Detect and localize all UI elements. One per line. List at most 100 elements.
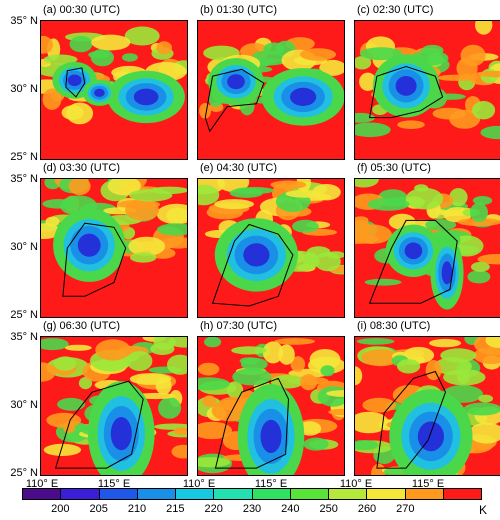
cloud-band	[129, 189, 173, 202]
cloud-band	[42, 199, 75, 209]
cloud-band	[480, 125, 500, 140]
cloud-band	[473, 347, 500, 364]
panel-title: (g) 06:30 (UTC)	[43, 320, 121, 332]
map-panel-7	[40, 336, 188, 476]
brightness-temperature-field	[41, 337, 187, 475]
cloud-band	[440, 348, 477, 363]
cloud-band	[355, 122, 391, 138]
colorbar-segment	[252, 488, 291, 500]
map-panel-8	[197, 336, 345, 476]
cloud-band	[355, 366, 363, 386]
convective-system-outline	[211, 223, 294, 307]
latitude-label: 30° N	[10, 83, 38, 95]
map-panel-6	[354, 178, 500, 318]
latitude-label: 30° N	[10, 241, 38, 253]
cloud-band	[485, 337, 500, 348]
cloud-band	[355, 224, 392, 244]
convective-system-outline	[369, 65, 444, 119]
cloud-band	[285, 189, 323, 198]
cloud-band	[290, 356, 306, 372]
cloud-band	[307, 356, 344, 374]
colorbar-unit: K	[479, 503, 488, 517]
colorbar-tick-label: 215	[166, 503, 185, 515]
cold-cloud-core	[417, 421, 444, 452]
cloud-band	[66, 102, 94, 125]
cloud-band	[355, 411, 389, 434]
cloud-band	[449, 188, 468, 207]
cloud-band	[359, 72, 377, 91]
cloud-band	[43, 443, 82, 456]
cloud-band	[303, 437, 329, 451]
cloud-band	[202, 395, 217, 407]
cloud-band	[204, 337, 222, 348]
map-panel-2	[197, 20, 345, 160]
panel-title: (a) 00:30 (UTC)	[43, 4, 121, 16]
cloud-band	[312, 184, 341, 201]
convective-system-outline	[214, 377, 290, 469]
cold-cloud-core	[77, 233, 101, 257]
cold-cloud-core	[67, 74, 82, 87]
colorbar	[22, 488, 482, 500]
cloud-band	[472, 196, 493, 205]
longitude-label: 110° E	[25, 478, 59, 490]
cloud-band	[91, 34, 131, 51]
cloud-band	[57, 397, 86, 411]
cloud-band	[155, 377, 172, 395]
cloud-band	[471, 261, 490, 272]
map-panel-9	[354, 336, 500, 476]
cloud-band	[319, 59, 344, 76]
colorbar-segment	[367, 488, 406, 500]
cloud-band	[263, 42, 285, 56]
convective-system-outline	[204, 68, 265, 133]
cold-cloud-core	[441, 261, 453, 285]
cloud-band	[122, 53, 138, 62]
cloud-band	[300, 48, 336, 61]
cloud-band	[167, 354, 187, 375]
cold-cloud-core	[404, 242, 423, 260]
cold-cloud-core	[110, 417, 132, 451]
cloud-band	[475, 21, 493, 35]
cloud-band	[158, 397, 182, 419]
cloud-band	[472, 101, 496, 120]
map-panel-5	[197, 178, 345, 318]
cloud-band	[457, 370, 470, 385]
cloud-band	[314, 252, 341, 272]
panel-title: (d) 03:30 (UTC)	[43, 162, 121, 174]
panel-title: (f) 05:30 (UTC)	[357, 162, 431, 174]
brightness-temperature-field	[198, 337, 344, 475]
cloud-band	[198, 377, 230, 391]
convective-system-outline	[376, 370, 447, 469]
longitude-label: 110° E	[339, 478, 373, 490]
cloud-band	[125, 199, 160, 221]
colorbar-segment	[22, 488, 62, 500]
cold-cloud-core	[243, 243, 270, 267]
cloud-band	[198, 184, 220, 206]
cloud-band	[240, 357, 268, 371]
cloud-band	[397, 359, 421, 374]
panel-title: (h) 07:30 (UTC)	[200, 320, 278, 332]
convective-system-outline	[54, 380, 144, 469]
map-panel-3	[354, 20, 500, 160]
cloud-band	[429, 338, 462, 348]
cloud-band	[69, 36, 93, 53]
cloud-band	[356, 338, 395, 345]
colorbar-segment	[443, 488, 482, 500]
cloud-band	[326, 390, 344, 397]
cloud-band	[270, 180, 307, 190]
cloud-band	[68, 179, 91, 196]
colorbar-segment	[405, 488, 444, 500]
cloud-band	[156, 203, 187, 225]
cloud-band	[292, 219, 319, 233]
cold-cloud-core	[395, 76, 417, 96]
cloud-band	[468, 422, 500, 444]
cloud-band	[425, 360, 442, 381]
latitude-label: 25° N	[10, 467, 38, 479]
colorbar-segment	[329, 488, 368, 500]
cloud-band	[231, 346, 267, 355]
cloud-band	[128, 236, 166, 256]
cloud-band	[425, 219, 457, 231]
latitude-label: 35° N	[10, 173, 38, 185]
brightness-temperature-field	[198, 21, 344, 159]
cloud-band	[218, 396, 251, 411]
cloud-band	[371, 463, 387, 475]
